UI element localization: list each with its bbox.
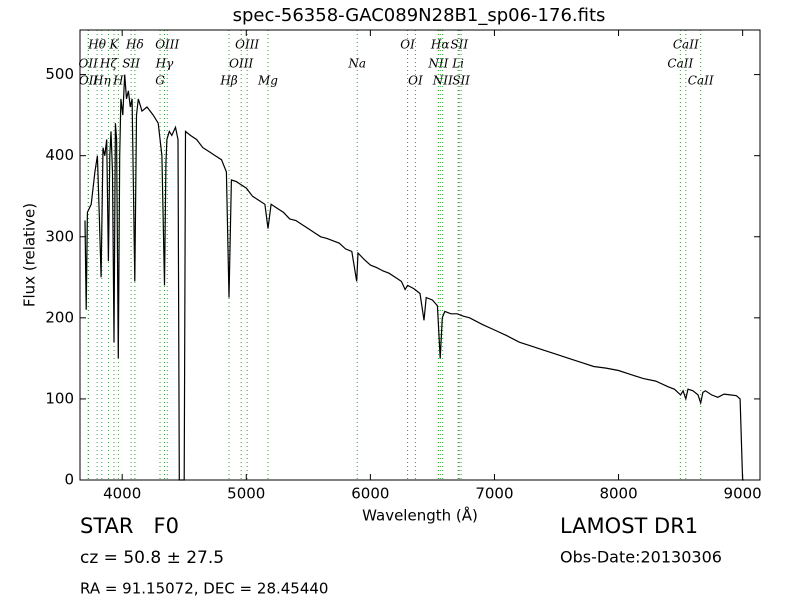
spectral-line-label: OI [408, 74, 423, 88]
spectral-line-label: Hθ [87, 38, 106, 52]
spectral-line-label: OIII [155, 38, 179, 52]
spectral-line-label: H [112, 74, 124, 88]
spectral-line-label: OIII [229, 57, 253, 71]
spectral-line-label: Hζ [99, 57, 118, 71]
y-tick-label: 0 [64, 471, 74, 489]
spectrum [84, 74, 744, 481]
spectral-line-label: OII [79, 57, 99, 71]
spectral-line-label: CaII [667, 57, 693, 71]
spectral-line-label: OI [400, 38, 415, 52]
redshift: cz = 50.8 ± 27.5 [80, 548, 224, 568]
spectral-line-label: SII [122, 57, 140, 71]
x-tick-label: 4000 [103, 485, 141, 503]
y-axis-label: Flux (relative) [21, 203, 39, 307]
x-tick-label: 8000 [599, 485, 637, 503]
spectral-line-label: SII [450, 38, 468, 52]
spectral-line-label: Mg [257, 74, 278, 88]
plot-frame [79, 29, 761, 481]
spectral-line-label: CaII [688, 74, 714, 88]
spectral-line-label: NII [427, 57, 448, 71]
spectral-line-label: Li [451, 57, 464, 71]
survey: LAMOST DR1 [560, 514, 698, 538]
object-class: STAR F0 [80, 514, 179, 538]
x-tick-label: 9000 [724, 485, 762, 503]
x-tick-label: 7000 [475, 485, 513, 503]
spectral-line-label: G [155, 74, 165, 88]
x-axis-label: Wavelength (Å) [362, 506, 478, 525]
x-tick-label: 6000 [351, 485, 389, 503]
spectral-line-label: Hα [430, 38, 450, 52]
chart-title: spec-56358-GAC089N28B1_sp06-176.fits [233, 5, 606, 26]
spectral-line-label: SII [452, 74, 470, 88]
y-tick-label: 400 [45, 146, 74, 164]
spectral-line-label: OIII [235, 38, 259, 52]
spectral-line-label: K [109, 38, 120, 52]
spectral-line-label: Hδ [125, 38, 144, 52]
spectral-line-label: OII [79, 74, 99, 88]
spectral-line-label: Hγ [155, 57, 174, 71]
y-tick-label: 100 [45, 389, 74, 407]
spectral-line-label: Hβ [219, 74, 237, 88]
y-tick-label: 300 [45, 227, 74, 245]
coordinates: RA = 91.15072, DEC = 28.45440 [80, 580, 328, 598]
x-tick-label: 5000 [227, 485, 265, 503]
spectral-line-label: Na [347, 57, 366, 71]
spectral-line-label: NII [432, 74, 453, 88]
y-tick-label: 200 [45, 308, 74, 326]
spectral-line-label: Hη [92, 74, 111, 88]
spectral-line-label: CaII [673, 38, 699, 52]
y-tick-label: 500 [45, 65, 74, 83]
obs-date: Obs-Date:20130306 [560, 548, 722, 567]
